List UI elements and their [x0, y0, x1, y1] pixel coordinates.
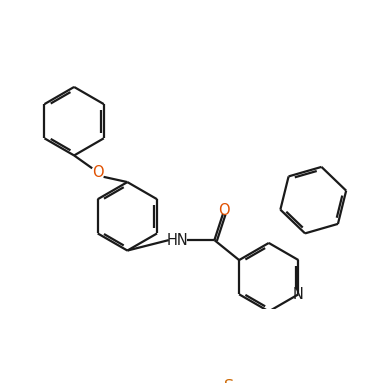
Text: N: N: [293, 287, 304, 302]
Text: O: O: [92, 165, 104, 180]
Text: S: S: [224, 379, 234, 383]
Text: O: O: [218, 203, 230, 218]
Text: HN: HN: [166, 232, 188, 247]
